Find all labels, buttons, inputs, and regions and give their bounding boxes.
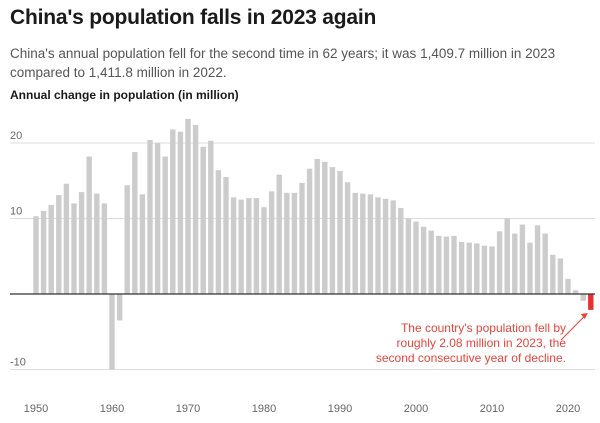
bar-1992 [352, 192, 358, 294]
x-tick-label: 1980 [252, 403, 276, 415]
bar-1974 [215, 170, 222, 294]
bar-1952 [48, 204, 54, 294]
bar-2013 [512, 233, 518, 294]
y-tick-label: 10 [10, 206, 22, 218]
bar-1962 [124, 185, 130, 294]
x-tick-label: 1960 [100, 403, 124, 415]
bar-2001 [420, 226, 427, 295]
bar-1972 [200, 146, 206, 294]
bar-1975 [223, 176, 229, 294]
bar-1967 [162, 156, 168, 294]
bar-2010 [489, 246, 495, 294]
bar-1998 [398, 207, 404, 294]
bar-2008 [474, 243, 480, 294]
bar-1955 [71, 203, 77, 294]
bar-1971 [192, 124, 199, 294]
bar-2018 [550, 254, 556, 294]
bar-2017 [542, 233, 548, 294]
bar-1981 [268, 191, 275, 294]
bar-1964 [139, 194, 146, 294]
bar-2002 [428, 230, 434, 294]
bar-1997 [390, 200, 396, 294]
bar-1990 [337, 170, 343, 294]
bar-2005 [451, 235, 457, 294]
bar-1980 [261, 207, 267, 295]
annotation: The country's population fell byroughly … [376, 313, 588, 365]
bar-2007 [466, 242, 472, 294]
y-axis-label: Annual change in population (in million) [10, 88, 239, 102]
bar-2009 [481, 245, 488, 294]
bar-1999 [405, 218, 412, 294]
bar-1973 [208, 140, 214, 294]
bar-1991 [344, 182, 351, 294]
bar-1960 [109, 294, 115, 370]
bar-1970 [185, 118, 191, 294]
annotation-arrow-line [560, 313, 588, 341]
x-tick-label: 2020 [556, 403, 580, 415]
annotation-line: second consecutive year of decline. [376, 351, 566, 365]
bar-2006 [458, 241, 465, 294]
x-tick-label: 1990 [328, 403, 352, 415]
x-tick-label: 1970 [176, 403, 200, 415]
bar-2015 [527, 242, 533, 294]
bar-2012 [504, 218, 510, 294]
bar-2003 [436, 235, 442, 294]
bar-1978 [246, 198, 252, 294]
y-tick-label: 20 [10, 130, 22, 142]
bar-2004 [443, 236, 450, 294]
bar-1977 [238, 199, 244, 295]
bar-2011 [496, 231, 503, 294]
annotation-arrow-head [580, 313, 588, 319]
chart-title: China's population falls in 2023 again [10, 6, 377, 29]
bar-1979 [253, 198, 260, 294]
x-tick-label: 2000 [404, 403, 428, 415]
x-tick-label: 1950 [24, 403, 48, 415]
bar-2000 [413, 221, 419, 294]
bar-1966 [154, 143, 161, 294]
bar-1982 [276, 174, 282, 294]
bar-1951 [40, 210, 47, 294]
annotation-line: roughly 2.08 million in 2023, the [397, 336, 567, 350]
bar-1996 [382, 198, 389, 294]
bar-1983 [284, 192, 290, 294]
bar-2020 [565, 278, 571, 294]
bar-1958 [94, 193, 100, 294]
bars [33, 118, 594, 370]
bar-1963 [132, 152, 138, 294]
bar-1956 [78, 192, 85, 294]
annotation-line: The country's population fell by [401, 321, 566, 335]
bar-1954 [63, 183, 70, 294]
bar-1957 [86, 156, 92, 294]
bar-1969 [177, 131, 184, 294]
x-tick-label: 2010 [480, 403, 504, 415]
y-tick-label: -10 [10, 357, 26, 369]
chart-subtitle: China's annual population fell for the s… [10, 46, 556, 80]
bar-1989 [329, 167, 336, 294]
bar-1968 [170, 129, 176, 294]
bar-1984 [291, 192, 298, 294]
bar-1976 [230, 197, 237, 294]
bar-1994 [367, 194, 374, 294]
bar-1995 [375, 197, 381, 294]
bar-1986 [306, 168, 313, 294]
bar-1987 [314, 158, 320, 294]
bar-1965 [147, 139, 153, 294]
bar-1950 [33, 216, 39, 295]
bar-2019 [557, 258, 564, 294]
bar-2016 [534, 225, 541, 294]
bar-2014 [519, 224, 526, 294]
bar-1993 [360, 193, 366, 294]
bar-1961 [116, 294, 123, 321]
bar-2022 [580, 294, 586, 301]
bar-1988 [322, 161, 328, 295]
bar-1985 [299, 183, 305, 294]
bar-1953 [56, 195, 62, 294]
bar-2023 [588, 294, 594, 310]
bar-2021 [572, 290, 579, 294]
bar-1959 [101, 203, 108, 294]
